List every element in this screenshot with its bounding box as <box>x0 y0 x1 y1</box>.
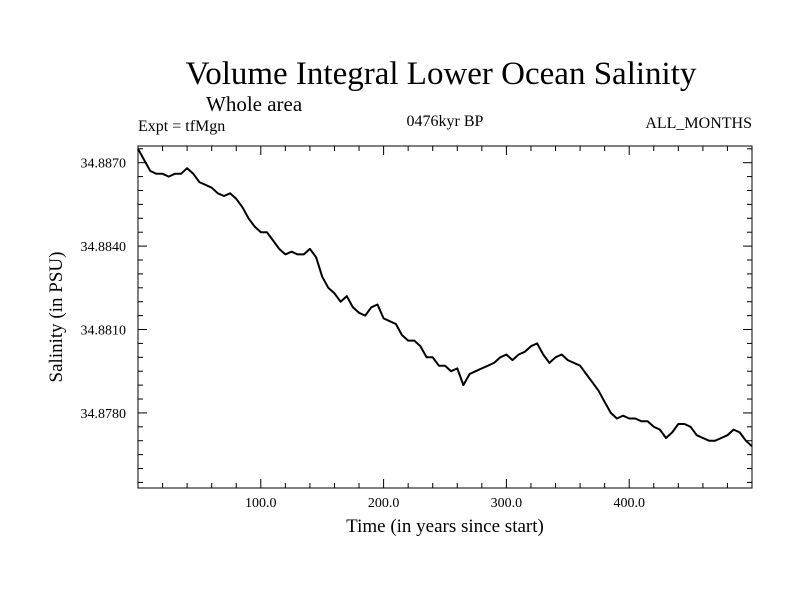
x-axis-label: Time (in years since start) <box>346 516 544 537</box>
x-axis-ticks: 100.0 200.0 300.0 400.0 <box>162 146 728 511</box>
y-tick-label: 34.8780 <box>81 407 127 422</box>
period-label: 0476kyr BP <box>407 113 484 130</box>
experiment-label: Expt = tfMgn <box>138 118 225 135</box>
x-tick-label: 300.0 <box>491 496 523 511</box>
y-tick-label: 34.8870 <box>81 157 127 172</box>
y-tick-label: 34.8840 <box>81 240 127 255</box>
salinity-series-line <box>137 148 753 448</box>
x-tick-label: 400.0 <box>613 496 645 511</box>
y-axis-ticks: 34.8870 34.8840 34.8810 34.8780 <box>81 148 752 483</box>
months-label: ALL_MONTHS <box>645 115 752 132</box>
x-tick-label: 200.0 <box>368 496 400 511</box>
chart-title: Volume Integral Lower Ocean Salinity <box>186 56 697 92</box>
x-tick-label: 100.0 <box>245 496 277 511</box>
y-axis-label: Salinity (in PSU) <box>46 252 67 383</box>
chart-subtitle: Whole area <box>206 92 303 116</box>
plot-frame <box>137 145 753 489</box>
y-tick-label: 34.8810 <box>81 324 127 339</box>
